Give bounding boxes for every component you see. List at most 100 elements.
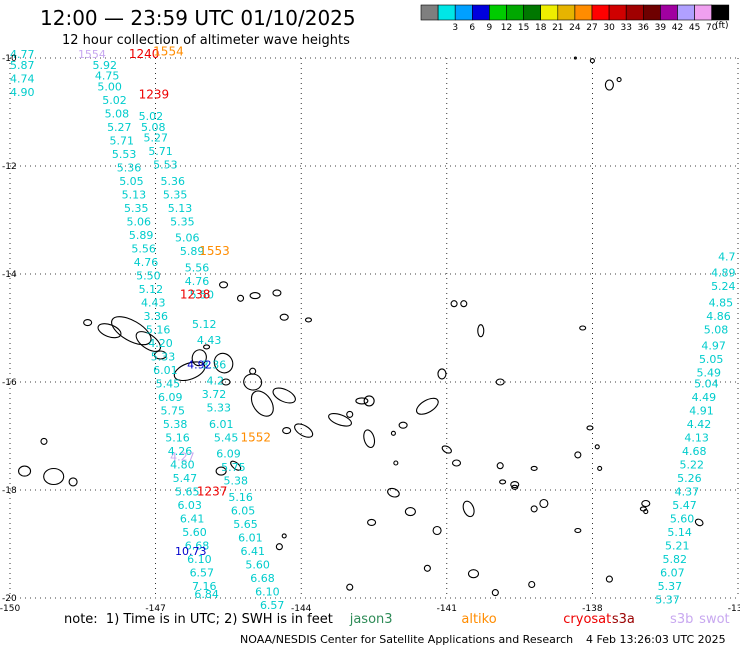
- swh-value: 5.06: [175, 232, 200, 245]
- swh-value: 5.33: [151, 350, 176, 363]
- swh-value: 4.2: [207, 375, 225, 388]
- swh-value: 6.09: [216, 448, 241, 461]
- pass-time-label: 1552: [241, 430, 272, 444]
- legend-tick-label: 6: [469, 23, 475, 33]
- island-outline: [477, 324, 485, 338]
- lat-tick-label: -16: [2, 378, 17, 388]
- legend-tick-label: 15: [518, 23, 529, 33]
- island-outline: [218, 281, 229, 289]
- swh-value: 5.60: [670, 512, 695, 525]
- legend-swatch: [694, 4, 712, 21]
- footer-timestamp: 4 Feb 13:26:03 UTC 2025: [586, 633, 726, 646]
- swh-value: 5.14: [667, 526, 692, 539]
- island-outline: [236, 294, 245, 302]
- island-outline: [203, 344, 211, 350]
- island-outline: [510, 481, 520, 489]
- swh-value: 6.57: [260, 599, 285, 612]
- swh-value: 6.01: [238, 531, 263, 544]
- swh-values: 4.775.874.744.905.025.085.275.715.535.36…: [10, 48, 736, 612]
- swh-value: 5.13: [122, 188, 147, 201]
- swh-value: 5.35: [170, 215, 195, 228]
- satellite-name-cryosat: cryosat: [563, 612, 612, 627]
- legend-tick-label: 36: [638, 23, 650, 33]
- lon-tick-label: -147: [145, 604, 165, 614]
- swh-value: 5.45: [214, 431, 239, 444]
- legend-swatch: [591, 4, 610, 21]
- satellite-name-altiko: altiko: [461, 612, 497, 627]
- island-outline: [404, 507, 416, 517]
- island-outline: [574, 527, 582, 534]
- island-outline: [530, 465, 538, 471]
- island-outline: [304, 317, 313, 323]
- legend-tick-label: 45: [689, 23, 700, 33]
- lat-tick-label: -20: [2, 594, 17, 604]
- island-outline: [432, 525, 442, 536]
- legend-tick-label: 12: [501, 23, 512, 33]
- island-outline: [272, 289, 282, 297]
- island-outline: [18, 465, 32, 477]
- swh-value: 5.16: [228, 491, 253, 504]
- swh-value: 5.22: [680, 458, 705, 471]
- swh-value: 5.49: [697, 367, 722, 380]
- island-outline: [594, 444, 600, 450]
- swh-value: 6.01: [153, 364, 178, 377]
- swh-value: 5.16: [165, 431, 190, 444]
- swh-value: 5.06: [126, 215, 151, 228]
- legend-unit: (ft): [715, 21, 729, 31]
- island-outline: [153, 350, 168, 360]
- island-outline: [363, 395, 375, 407]
- island-outlines: [18, 56, 704, 597]
- island-outline: [597, 465, 603, 471]
- swh-value: 5.02: [102, 94, 127, 107]
- island-outline: [437, 368, 447, 380]
- island-outline: [68, 477, 78, 487]
- island-outline: [294, 423, 314, 438]
- swh-value: 4.85: [709, 296, 734, 309]
- island-outline: [462, 500, 475, 518]
- swh-value: 6.10: [255, 585, 279, 598]
- swh-value: 5.65: [233, 518, 258, 531]
- legend-swatch: [557, 4, 576, 21]
- pass-time-label: 1553: [199, 244, 230, 258]
- swh-value: 4.80: [170, 458, 195, 471]
- swh-value: 5.36: [117, 161, 142, 174]
- swh-value: 5.08: [704, 323, 729, 336]
- swh-value: 3.36: [143, 310, 168, 323]
- swh-value: 5.89: [129, 229, 154, 242]
- lon-tick-label: -135: [728, 604, 740, 614]
- island-outline: [250, 390, 274, 417]
- swh-value: 6.01: [209, 418, 234, 431]
- island-outline: [539, 498, 549, 509]
- swh-value: 6.05: [231, 504, 256, 517]
- swh-value: 5.89: [180, 245, 205, 258]
- island-outline: [191, 349, 207, 367]
- swh-value: 5.00: [97, 80, 122, 93]
- island-outline: [511, 484, 519, 490]
- island-outline: [230, 460, 242, 471]
- island-outline: [589, 58, 595, 64]
- legend-swatch: [471, 4, 490, 21]
- legend-swatch: [437, 4, 456, 21]
- map-subtitle: 12 hour collection of altimeter wave hei…: [62, 33, 350, 48]
- satellite-name-s3b: s3b: [670, 612, 694, 627]
- legend-swatch: [711, 4, 730, 21]
- swh-value: 4.86: [706, 310, 731, 323]
- swh-value: 5.87: [10, 59, 35, 72]
- island-outline: [579, 325, 587, 331]
- swh-value: 4.43: [197, 334, 222, 347]
- legend-tick-label: 30: [603, 23, 615, 33]
- island-outline: [491, 589, 499, 597]
- swh-value: 5.60: [245, 558, 269, 571]
- swh-value: 5.92: [93, 59, 118, 72]
- swh-value: 4.76: [185, 275, 210, 288]
- island-outline: [530, 505, 538, 513]
- island-outline: [249, 292, 261, 300]
- swh-value: 5.02: [139, 110, 164, 123]
- pass-time-label: 1239: [139, 88, 170, 102]
- island-outline: [355, 397, 369, 405]
- legend-tick-label: 3: [452, 23, 458, 33]
- legend-tick-label: 39: [655, 23, 667, 33]
- swh-value: 4.43: [141, 296, 166, 309]
